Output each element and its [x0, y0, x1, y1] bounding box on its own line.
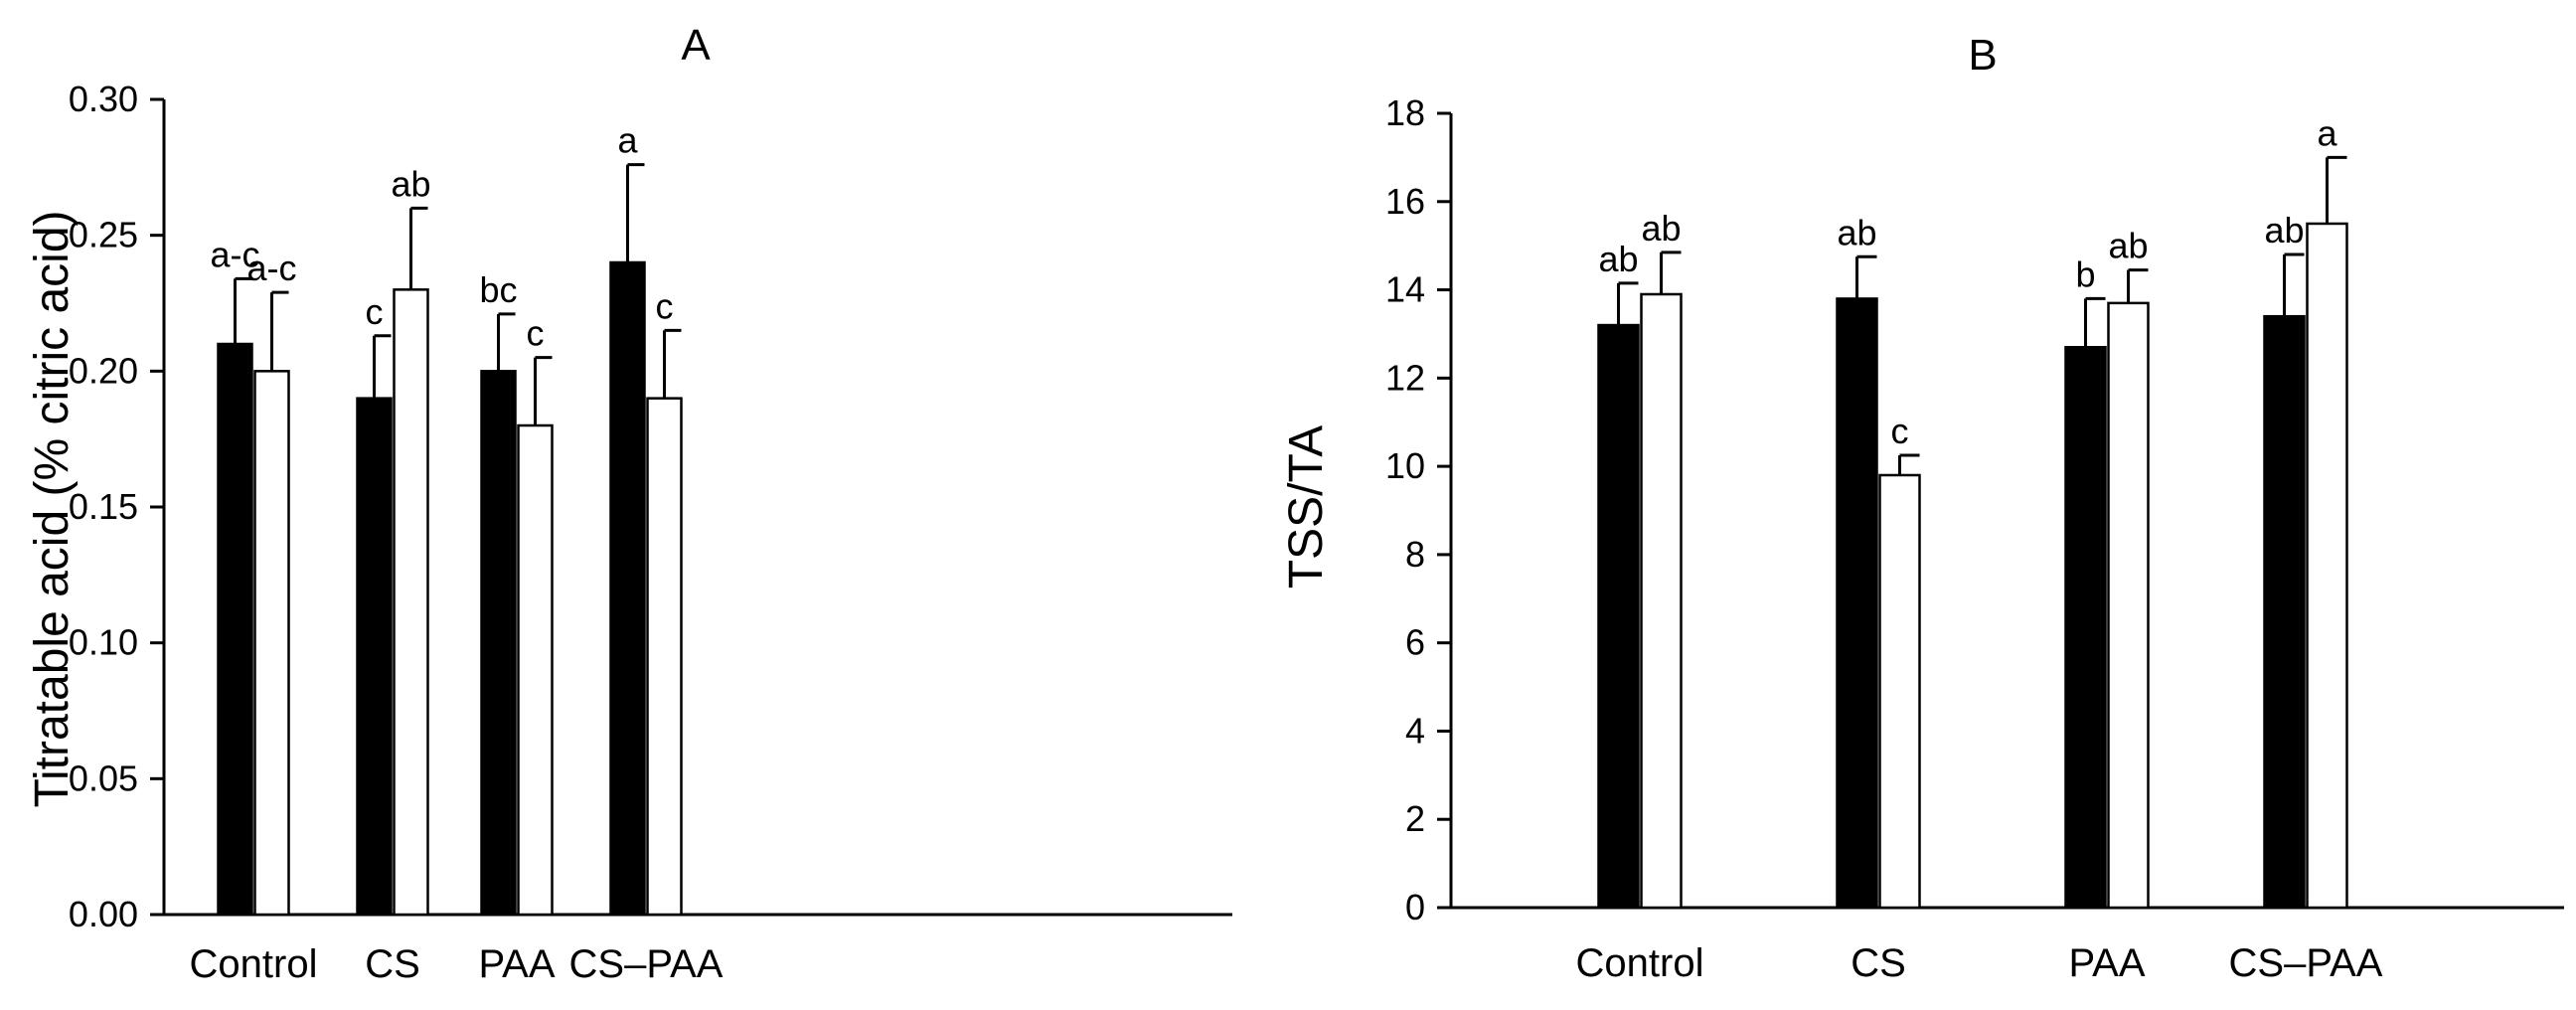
significance-letter: a-c — [246, 248, 296, 288]
significance-letter: c — [366, 291, 384, 332]
y-tick-label: 6 — [1405, 622, 1425, 663]
bar-filled — [1597, 323, 1640, 910]
x-category-label: CS–PAA — [569, 942, 724, 986]
significance-letter: c — [1891, 411, 1909, 451]
bar-open — [2306, 222, 2348, 910]
bar-open — [2107, 301, 2150, 910]
x-category-label: CS — [1851, 941, 1906, 985]
x-category-label: PAA — [2068, 941, 2145, 985]
bar-open — [1878, 473, 1921, 910]
significance-letter: c — [656, 285, 674, 326]
significance-letter: bc — [479, 269, 517, 310]
bar-open — [253, 370, 290, 917]
significance-letter: ab — [2264, 210, 2304, 251]
significance-letter: a — [2317, 112, 2337, 153]
x-category-label: CS — [365, 942, 420, 986]
significance-letter: ab — [1837, 212, 1876, 252]
y-tick-label: 10 — [1385, 445, 1425, 486]
bar-open — [1640, 292, 1683, 910]
y-tick-label: 0.10 — [69, 622, 138, 663]
x-category-label: Control — [190, 942, 318, 986]
bar-filled — [356, 397, 393, 917]
y-tick-label: 2 — [1405, 798, 1425, 839]
bar-filled — [480, 370, 517, 917]
significance-letter: ab — [391, 163, 430, 204]
bar-filled — [609, 260, 646, 917]
significance-letter: c — [527, 313, 545, 354]
panel-a: A Titratable acid (% citric acid) 0.000.… — [26, 21, 1232, 986]
y-tick-label: 4 — [1405, 710, 1425, 751]
y-tick-label: 12 — [1385, 357, 1425, 398]
significance-letter: ab — [2108, 226, 2148, 266]
y-tick-label: 0.20 — [69, 350, 138, 391]
y-tick-label: 0.30 — [69, 79, 138, 119]
panel-a-category-labels: Control CS PAA CS–PAA — [190, 942, 724, 986]
significance-letter: ab — [1598, 239, 1638, 279]
bar-filled — [2263, 314, 2306, 910]
y-tick-label: 0.05 — [69, 758, 138, 798]
panel-b-title: B — [1968, 31, 1997, 80]
panel-a-y-ticks: 0.00 0.05 0.10 0.15 0.20 0.25 0.30 — [69, 79, 164, 934]
y-tick-label: 0.25 — [69, 215, 138, 255]
panel-a-y-axis-label: Titratable acid (% citric acid) — [26, 210, 79, 807]
significance-letter: ab — [1641, 208, 1681, 249]
bar-open — [393, 288, 429, 917]
significance-letter: a-c — [210, 234, 259, 274]
y-tick-label: 0.00 — [69, 894, 138, 934]
y-tick-label: 0.15 — [69, 486, 138, 527]
bar-open — [517, 423, 554, 917]
x-category-label: PAA — [478, 942, 555, 986]
x-category-label: CS–PAA — [2229, 941, 2383, 985]
y-tick-label: 8 — [1405, 534, 1425, 575]
panel-b-y-axis-label: TSS/TA — [1280, 425, 1333, 589]
bar-filled — [1836, 297, 1878, 910]
panel-a-title: A — [681, 21, 711, 70]
bar-filled — [2064, 346, 2107, 910]
panel-b-y-ticks: 0 2 4 6 8 10 12 14 16 18 — [1385, 92, 1451, 927]
y-tick-label: 16 — [1385, 181, 1425, 222]
bar-filled — [217, 342, 253, 917]
y-tick-label: 18 — [1385, 92, 1425, 133]
y-tick-label: 14 — [1385, 269, 1425, 310]
bar-open — [646, 397, 683, 917]
significance-letter: b — [2075, 253, 2095, 294]
y-tick-label: 0 — [1405, 887, 1425, 927]
x-category-label: Control — [1576, 941, 1704, 985]
panel-b-category-labels: Control CS PAA CS–PAA — [1576, 941, 2383, 985]
significance-letter: a — [617, 120, 638, 161]
